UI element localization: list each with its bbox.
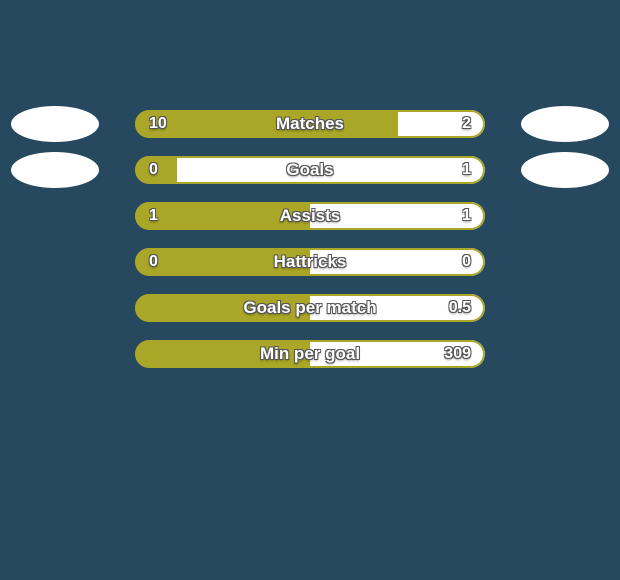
value-right: 1 — [462, 161, 471, 179]
stat-label: Assists — [280, 206, 340, 226]
stat-row: 0 0 Hattricks — [135, 248, 485, 276]
stat-label: Matches — [276, 114, 344, 134]
value-left: 0 — [149, 253, 158, 271]
avatar-right — [521, 152, 609, 188]
avatar-right — [521, 106, 609, 142]
stat-row: 0 1 Goals — [135, 156, 485, 184]
value-left: 10 — [149, 115, 167, 133]
value-right: 309 — [444, 345, 471, 363]
value-right: 0 — [462, 253, 471, 271]
stat-row: 309 Min per goal — [135, 340, 485, 368]
stat-label: Goals — [286, 160, 333, 180]
value-right: 1 — [462, 207, 471, 225]
stat-row: 10 2 Matches — [135, 110, 485, 138]
stat-label: Hattricks — [274, 252, 347, 272]
value-left: 1 — [149, 207, 158, 225]
stats-stage: 10 2 Matches 0 1 Goals 1 1 Assists 0 0 Hattricks 0.5… — [0, 110, 620, 368]
stat-label: Min per goal — [260, 344, 360, 364]
fill-left — [135, 110, 398, 138]
avatar-left — [11, 106, 99, 142]
value-right: 2 — [462, 115, 471, 133]
value-left: 0 — [149, 161, 158, 179]
stat-row: 1 1 Assists — [135, 202, 485, 230]
value-right: 0.5 — [449, 299, 471, 317]
avatar-left — [11, 152, 99, 188]
stat-row: 0.5 Goals per match — [135, 294, 485, 322]
stat-label: Goals per match — [243, 298, 376, 318]
fill-right — [398, 110, 486, 138]
